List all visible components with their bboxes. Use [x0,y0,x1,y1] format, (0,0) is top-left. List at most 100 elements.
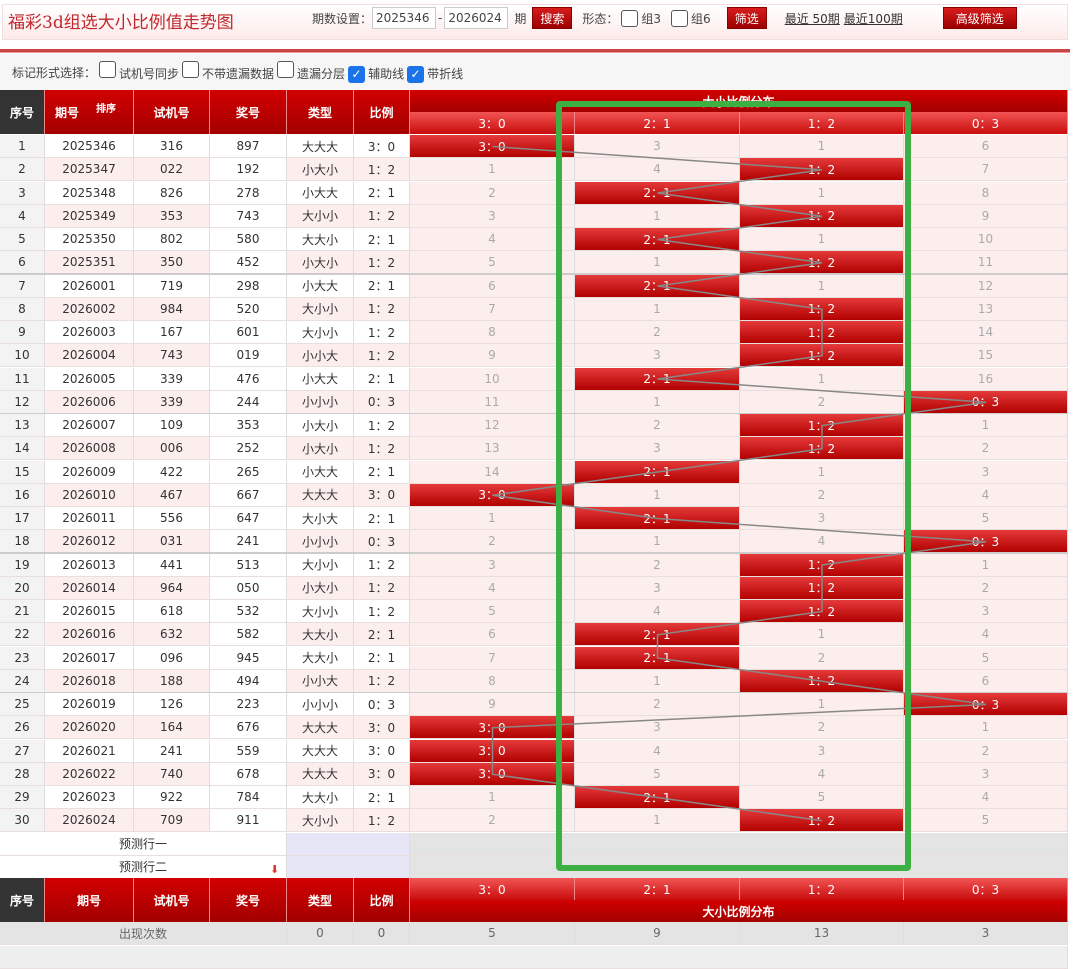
cell-seq: 15 [0,460,45,484]
option-checkbox-3[interactable]: ✓ [348,66,366,83]
miss-cell: 6 [904,669,1068,693]
cell-issue: 2026012 [45,530,134,554]
predict-row-2-input[interactable] [287,855,410,879]
filter-button[interactable]: 筛选 [726,7,767,29]
type-count: 0 [287,922,354,945]
miss-cell: 1 [410,786,575,809]
cell-issue: 2025346 [45,135,134,158]
miss-cell: 7 [410,297,575,321]
hit-cell: 1：2 [740,344,904,368]
col-header-ratio: 比例 [354,878,410,922]
cell-type: 小大小 [287,437,354,461]
cell-ratio: 1：2 [354,321,410,344]
cell-issue: 2026003 [45,321,134,344]
option-checkbox-2[interactable] [277,61,295,78]
cell-issue: 2026024 [45,809,134,833]
cell-seq: 16 [0,483,45,507]
miss-cell: 16 [904,367,1068,391]
cell-seq: 7 [0,274,45,298]
cell-prize: 559 [210,739,287,763]
col-header-prize: 奖号 [210,90,287,134]
miss-cell: 8 [410,669,575,693]
cell-test: 632 [134,623,210,647]
miss-cell: 3 [575,716,740,740]
cell-type: 小小小 [287,693,354,716]
cell-type: 大大大 [287,135,354,158]
hit-cell: 1：2 [740,297,904,321]
miss-cell: 4 [904,483,1068,507]
cell-test: 167 [134,321,210,344]
cell-seq: 26 [0,716,45,740]
cell-prize: 897 [210,135,287,158]
miss-cell: 5 [410,600,575,623]
miss-cell: 3 [904,600,1068,623]
cell-issue: 2026010 [45,483,134,507]
cell-ratio: 1：2 [354,553,410,577]
dist-count: 13 [740,922,904,945]
miss-cell: 1 [740,693,904,716]
arrow-down-icon[interactable]: ⬇ [270,862,280,876]
cell-seq: 23 [0,646,45,670]
cell-seq: 19 [0,553,45,577]
option-checkbox-0[interactable] [99,61,117,78]
cell-type: 大小小 [287,553,354,577]
zu3-checkbox[interactable] [621,9,639,27]
miss-cell: 1 [575,251,740,275]
miss-cell: 1 [410,158,575,182]
cell-test: 022 [134,158,210,182]
col-header-test: 试机号 [134,90,210,134]
miss-cell: 1 [904,553,1068,577]
zu6-checkbox[interactable] [671,9,689,27]
hit-cell: 1：2 [740,576,904,600]
predict-row-1-input[interactable] [287,832,410,856]
miss-cell: 4 [410,228,575,251]
cell-type: 小大小 [287,251,354,275]
dist-col-header: 2：1 [575,878,740,900]
cell-ratio: 1：2 [354,576,410,600]
hit-cell: 0：3 [904,390,1068,414]
cell-type: 大小小 [287,204,354,228]
option-checkbox-1[interactable] [182,61,200,78]
option-checkbox-4[interactable]: ✓ [407,66,425,83]
option-label: 不带遗漏数据 [202,67,275,81]
cell-seq: 14 [0,437,45,461]
search-button[interactable]: 搜索 [532,7,573,29]
miss-cell: 4 [575,158,740,182]
miss-cell: 2 [575,693,740,716]
cell-seq: 29 [0,786,45,809]
miss-cell: 3 [575,576,740,600]
cell-seq: 13 [0,414,45,437]
advanced-filter-button[interactable]: 高级筛选 [942,7,1017,29]
cell-seq: 11 [0,367,45,391]
miss-cell: 15 [904,344,1068,368]
miss-cell: 7 [904,158,1068,182]
cell-seq: 18 [0,530,45,554]
sort-toggle[interactable]: 排序 [96,104,116,115]
cell-seq: 5 [0,228,45,251]
predict-row-1-dist[interactable] [410,832,1068,856]
cell-prize: 520 [210,297,287,321]
period-from-input[interactable]: 2025346 [372,7,437,29]
recent-100-link[interactable]: 最近100期 [843,11,903,26]
miss-cell: 1 [740,274,904,298]
cell-type: 大大大 [287,483,354,507]
cell-ratio: 1：2 [354,158,410,182]
cell-prize: 676 [210,716,287,740]
cell-type: 小大大 [287,274,354,298]
count-label: 出现次数 [0,922,287,945]
cell-seq: 1 [0,135,45,158]
hit-cell: 2：1 [575,646,740,670]
cell-ratio: 2：1 [354,786,410,809]
recent-50-link[interactable]: 最近 50期 [784,11,840,26]
cell-seq: 10 [0,344,45,368]
cell-ratio: 2：1 [354,460,410,484]
miss-cell: 12 [410,414,575,437]
col-header-type: 类型 [287,878,354,922]
predict-row-2-dist[interactable] [410,855,1068,879]
cell-seq: 28 [0,762,45,786]
cell-type: 小小小 [287,390,354,414]
cell-issue: 2025348 [45,181,134,205]
hit-cell: 1：2 [740,251,904,275]
period-to-input[interactable]: 2026024 [444,7,509,29]
cell-prize: 278 [210,181,287,205]
